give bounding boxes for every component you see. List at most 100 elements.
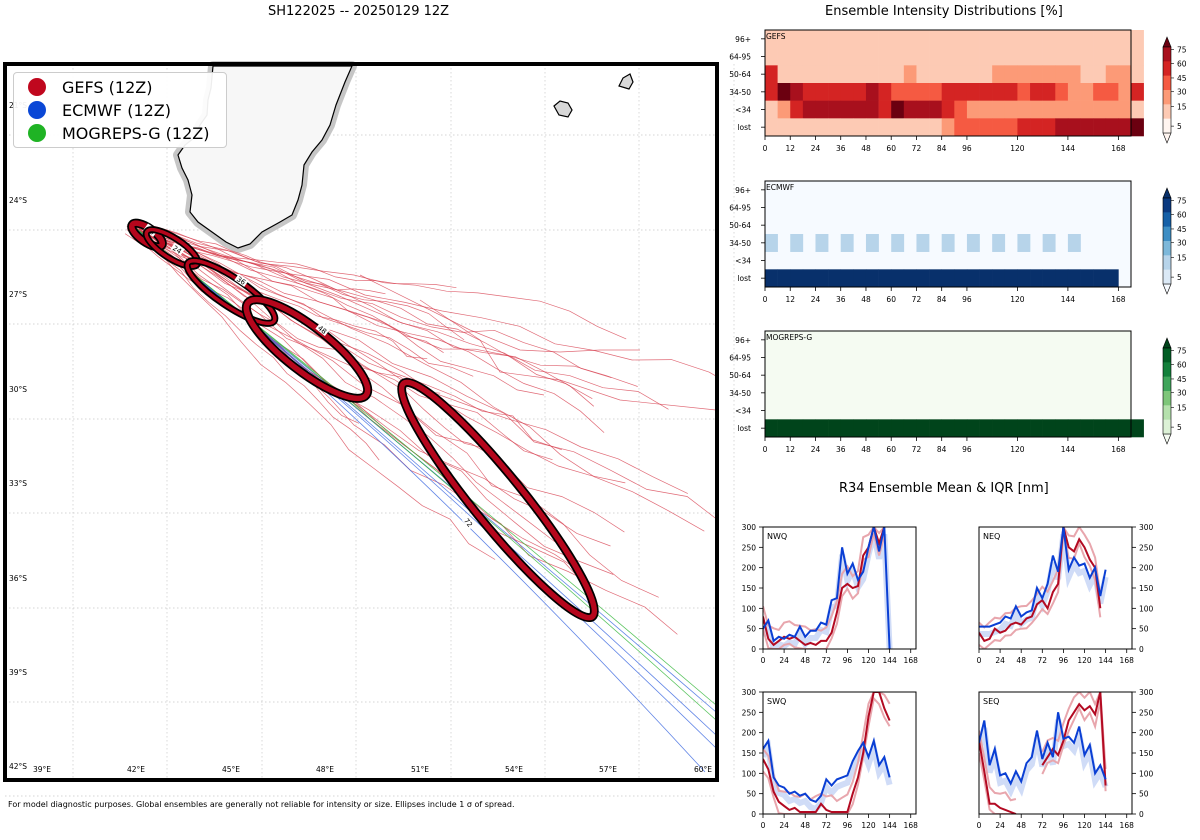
x-tick-label: 168	[904, 656, 919, 665]
heatmap-cell	[790, 419, 804, 438]
heatmap-cell	[941, 100, 955, 119]
heatmap-cell	[1055, 269, 1069, 288]
heatmap-cell	[992, 419, 1006, 438]
x-tick-label: 72	[912, 144, 922, 153]
x-tick-label: 12	[785, 295, 795, 304]
heatmap-cell	[1093, 83, 1107, 101]
heatmap-cell	[878, 100, 892, 119]
colorbar-segment	[1163, 419, 1171, 435]
heatmap-cell	[1105, 47, 1119, 66]
heatmap-cell	[1004, 83, 1018, 101]
heatmap-cell	[1030, 30, 1043, 48]
heatmap-cell	[992, 269, 1006, 288]
row-label: 34-50	[729, 239, 751, 248]
heatmap-cell	[815, 269, 829, 288]
colorbar-segment	[1163, 61, 1171, 76]
heatmap-cell	[765, 47, 778, 66]
heatmap-cell	[929, 30, 942, 48]
heatmap-cell	[1131, 118, 1144, 137]
x-tick-label: 48	[861, 295, 871, 304]
heatmap-cell	[916, 65, 930, 84]
heatmap-cell	[1105, 419, 1119, 438]
heatmap-cell	[853, 419, 867, 438]
gefs-member-track	[419, 299, 717, 411]
heatmap-cell	[1030, 65, 1043, 84]
heatmap-cell	[1017, 419, 1031, 438]
heatmap-cell	[992, 47, 1006, 66]
colorbar-extend-top	[1162, 337, 1172, 349]
row-label: <34	[735, 257, 751, 266]
colorbar-frame	[1162, 46, 1172, 134]
x-tick-label: 48	[1016, 656, 1026, 665]
heatmap-cell	[1042, 100, 1056, 119]
island-reunion	[553, 100, 573, 118]
heatmap-cell	[828, 30, 842, 48]
heatmap-cell	[903, 47, 917, 66]
heatmap-cell	[1042, 269, 1056, 288]
gefs-member-track	[131, 227, 612, 379]
ellipse-label-bg	[315, 322, 330, 337]
quadrant-label: NWQ	[767, 532, 787, 541]
ellipse-hour-label: 48	[316, 324, 328, 336]
heatmap-cell	[1042, 234, 1056, 252]
colorbar-segment	[1163, 75, 1171, 91]
x-tick-label: 0	[977, 821, 982, 830]
heatmap-cell	[815, 100, 829, 119]
x-tick-label: 144	[1098, 656, 1113, 665]
heatmap-cell	[966, 30, 980, 48]
heatmap-cell	[865, 47, 879, 66]
heatmap-cell	[1080, 30, 1094, 48]
colorbar-tick-label: 30	[1177, 389, 1187, 398]
x-tick-label: 144	[1061, 295, 1076, 304]
row-label: 50-64	[729, 371, 751, 380]
colorbar-tick-label: 45	[1177, 375, 1187, 384]
panel-name-label: ECMWF	[766, 183, 794, 192]
ecmwf-iqr-band	[979, 719, 1109, 798]
heatmap-cell	[929, 419, 942, 438]
x-tick-label: 60	[886, 445, 896, 454]
heatmap-cell	[1118, 419, 1132, 438]
heatmap-cell	[916, 100, 930, 119]
heatmap-cell	[1004, 269, 1018, 288]
lon-label: 60°E	[694, 765, 712, 774]
ecmwf-iqr-band	[763, 736, 893, 813]
heatmap-cell	[1131, 30, 1144, 48]
y-tick-label: 150	[742, 749, 757, 758]
colorbar-tick-label: 5	[1177, 122, 1182, 131]
x-tick-label: 120	[1010, 445, 1025, 454]
heatmap-cell	[979, 100, 993, 119]
y-tick-label: 300	[1139, 523, 1154, 532]
x-tick-label: 144	[1061, 445, 1076, 454]
quadrant-label: SEQ	[983, 697, 999, 706]
x-tick-label: 48	[861, 445, 871, 454]
heatmap-cell	[802, 269, 816, 288]
heatmap-cell	[1017, 118, 1031, 137]
gefs-iqr-upper	[763, 527, 886, 632]
gefs-member-track	[142, 228, 545, 396]
ellipse-label-group: 48	[315, 322, 330, 337]
heatmap-cell	[878, 83, 892, 101]
ecmwf-mean-line	[763, 736, 891, 803]
x-tick-label: 84	[937, 144, 947, 153]
heatmap-cell	[1067, 100, 1081, 119]
gefs-member-track	[137, 223, 595, 407]
x-tick-label: 144	[1098, 821, 1113, 830]
ecmwf-iqr-band	[979, 533, 1109, 637]
heatmap-cell	[966, 234, 980, 252]
y-tick-label: 250	[1139, 543, 1154, 552]
heatmap-cell	[1004, 100, 1018, 119]
heatmap-cell	[840, 419, 854, 438]
heatmap-cell	[903, 269, 917, 288]
plot-area	[763, 527, 893, 649]
legend-label-mogreps: MOGREPS-G (12Z)	[62, 123, 210, 143]
x-tick-label: 120	[1010, 295, 1025, 304]
plot-area	[979, 527, 1109, 649]
heatmap-cell	[1080, 65, 1094, 84]
y-tick-label: 50	[746, 790, 756, 799]
ecmwf-mean-line	[763, 527, 891, 649]
heatmap-cell	[765, 269, 778, 288]
y-tick-label: 300	[742, 523, 757, 532]
heatmap-panel-ecmwf: 96+ 64-95 50-64 34-50 <34 lost ECMWF 0 12 24 36 48 6…	[729, 180, 1187, 304]
x-tick-label: 96	[1059, 821, 1069, 830]
heatmap-cell	[765, 118, 778, 137]
